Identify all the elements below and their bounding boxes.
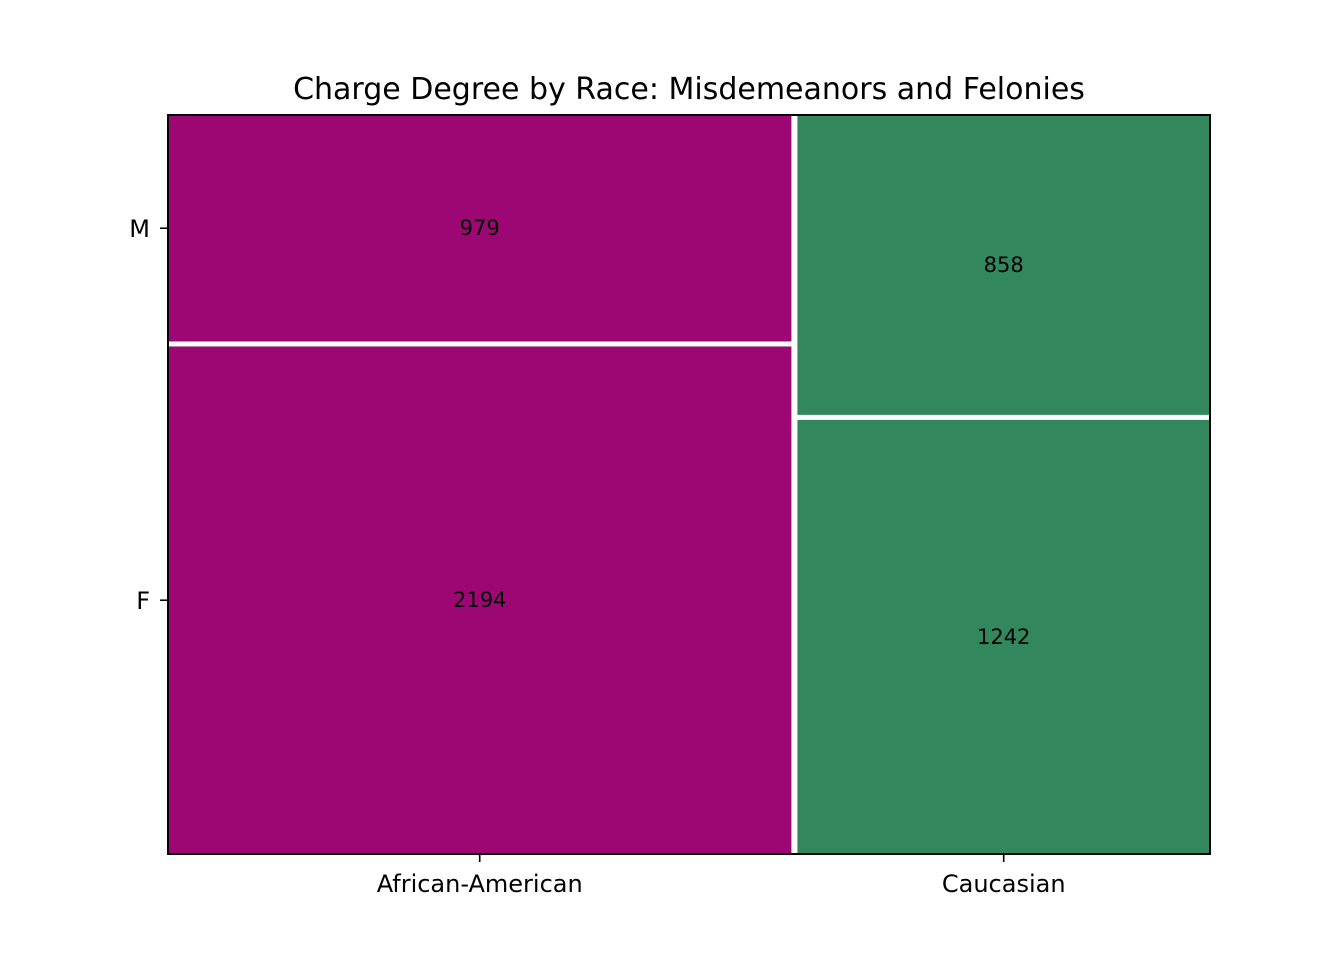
cell-label-caucasian-m: 858 (984, 253, 1024, 277)
cell-caucasian-f (797, 419, 1210, 854)
chart-title: Charge Degree by Race: Misdemeanors and … (293, 72, 1085, 107)
cell-label-african-american-f: 2194 (453, 588, 506, 612)
cell-african-american-f (168, 346, 792, 854)
cell-african-american-m (168, 115, 792, 342)
x-tick-label-african-american: African-American (377, 870, 583, 898)
mosaic-cells (168, 115, 1210, 854)
cell-caucasian-m (797, 115, 1210, 415)
x-tick-label-caucasian: Caucasian (942, 870, 1066, 898)
y-tick-label-f: F (136, 587, 150, 615)
axes: African-American Caucasian F M (129, 114, 1211, 898)
plot-frame (167, 114, 1211, 855)
y-tick-label-m: M (129, 215, 150, 243)
cell-label-african-american-m: 979 (460, 216, 500, 240)
cell-labels: 2194 979 1242 858 (453, 216, 1030, 649)
cell-label-caucasian-f: 1242 (977, 625, 1030, 649)
